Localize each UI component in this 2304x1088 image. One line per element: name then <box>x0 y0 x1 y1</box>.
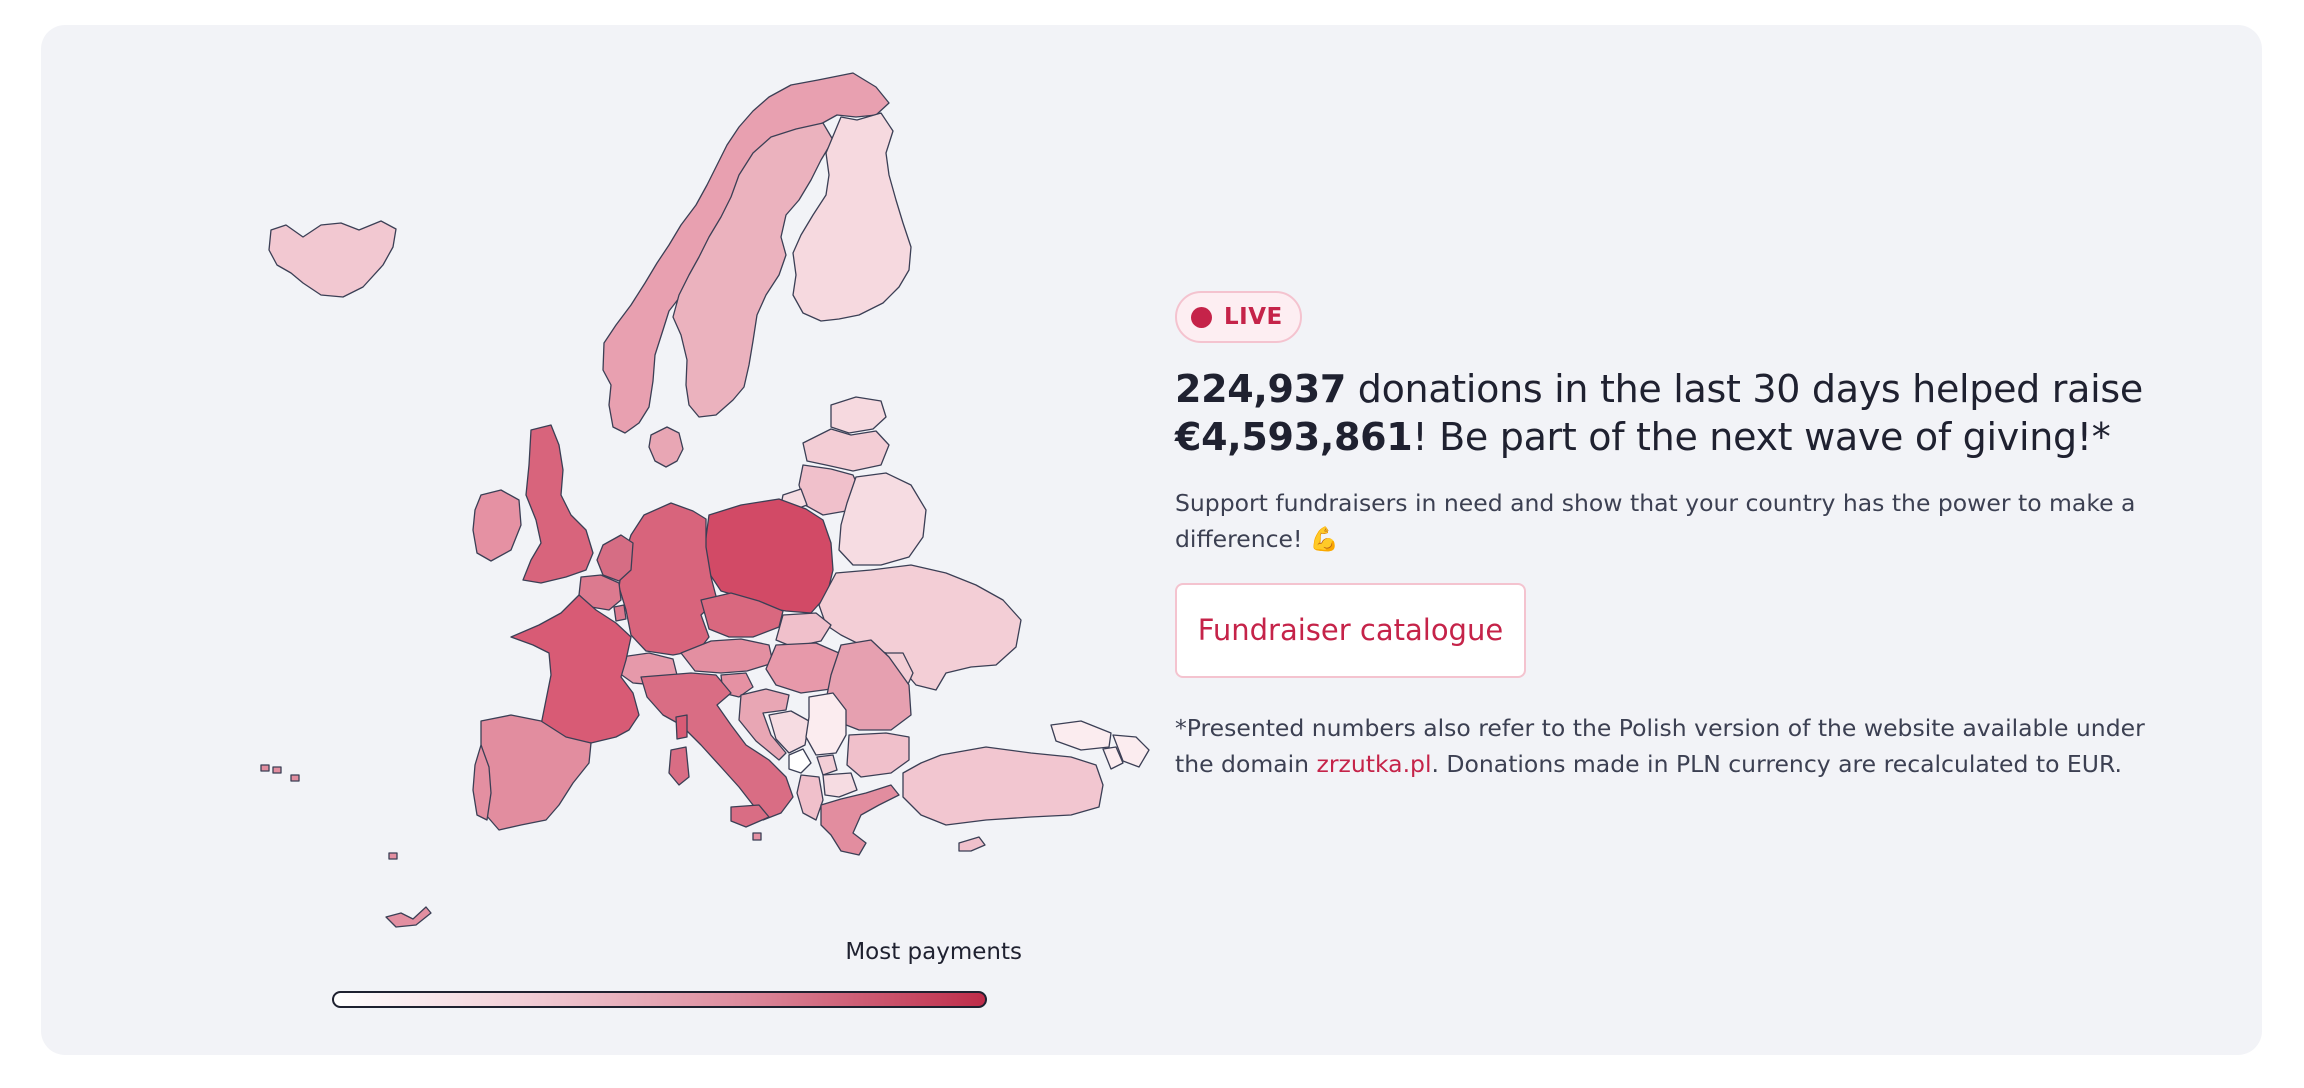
headline-text-part1: donations in the last 30 days helped rai… <box>1345 367 2143 411</box>
footnote-text-after: . Donations made in PLN currency are rec… <box>1431 750 2122 778</box>
region-sicily[interactable] <box>730 804 770 828</box>
region-italy[interactable] <box>640 672 794 821</box>
region-greece[interactable] <box>820 784 900 856</box>
footnote-text-before: *Presented numbers also refer to the Pol… <box>1175 714 2145 778</box>
live-badge: LIVE <box>1175 291 1302 343</box>
region-sweden[interactable] <box>672 122 834 418</box>
region-ireland[interactable] <box>472 489 522 562</box>
stats-panel: LIVE 224,937 donations in the last 30 da… <box>1175 291 2155 782</box>
region-north-macedonia[interactable] <box>822 772 858 798</box>
region-bulgaria[interactable] <box>846 732 910 778</box>
region-estonia[interactable] <box>830 396 887 434</box>
fundraiser-catalogue-button[interactable]: Fundraiser catalogue <box>1175 583 1526 678</box>
region-azores[interactable] <box>388 852 398 860</box>
region-montenegro[interactable] <box>788 748 812 774</box>
region-azerbaijan[interactable] <box>1112 734 1150 768</box>
region-bosnia[interactable] <box>768 710 810 754</box>
region-cyprus[interactable] <box>958 836 986 852</box>
region-germany[interactable] <box>618 502 718 656</box>
region-netherlands[interactable] <box>596 534 634 582</box>
region-armenia[interactable] <box>1102 746 1124 770</box>
headline: 224,937 donations in the last 30 days he… <box>1175 365 2155 461</box>
region-madeira[interactable] <box>385 906 432 928</box>
region-kosovo[interactable] <box>816 754 838 776</box>
legend-gradient-bar <box>332 991 987 1008</box>
region-sardinia[interactable] <box>668 746 690 786</box>
region-iceland[interactable] <box>268 220 397 298</box>
headline-text-part2: ! Be part of the next wave of giving!* <box>1412 415 2111 459</box>
region-belarus[interactable] <box>838 472 927 566</box>
live-dot-icon <box>1191 306 1212 328</box>
subtext: Support fundraisers in need and show tha… <box>1175 489 2136 553</box>
region-denmark[interactable] <box>648 426 684 468</box>
region-latvia[interactable] <box>802 428 890 472</box>
region-luxembourg[interactable] <box>613 604 627 622</box>
region-finland[interactable] <box>792 112 912 322</box>
region-georgia[interactable] <box>1050 720 1112 751</box>
raised-amount: €4,593,861 <box>1175 415 1413 459</box>
region-turkey[interactable] <box>902 746 1104 826</box>
region-canary-islands[interactable] <box>260 764 300 782</box>
footnote: *Presented numbers also refer to the Pol… <box>1175 710 2155 782</box>
donation-map-card: Most payments LIVE 224,937 donations in … <box>41 25 2262 1055</box>
region-corsica[interactable] <box>675 714 688 740</box>
region-ukraine[interactable] <box>818 564 1022 691</box>
region-croatia[interactable] <box>738 688 790 761</box>
region-slovakia[interactable] <box>775 612 832 648</box>
live-badge-label: LIVE <box>1224 304 1283 330</box>
region-romania[interactable] <box>825 639 912 731</box>
region-albania[interactable] <box>796 774 824 821</box>
donations-count: 224,937 <box>1175 367 1346 411</box>
legend-label: Most payments <box>845 939 1022 965</box>
region-portugal[interactable] <box>472 744 492 821</box>
europe-map <box>260 72 1150 928</box>
region-united-kingdom[interactable] <box>522 424 594 584</box>
region-malta[interactable] <box>752 832 762 841</box>
region-serbia[interactable] <box>805 692 847 756</box>
zrzutka-link[interactable]: zrzutka.pl <box>1316 750 1432 778</box>
